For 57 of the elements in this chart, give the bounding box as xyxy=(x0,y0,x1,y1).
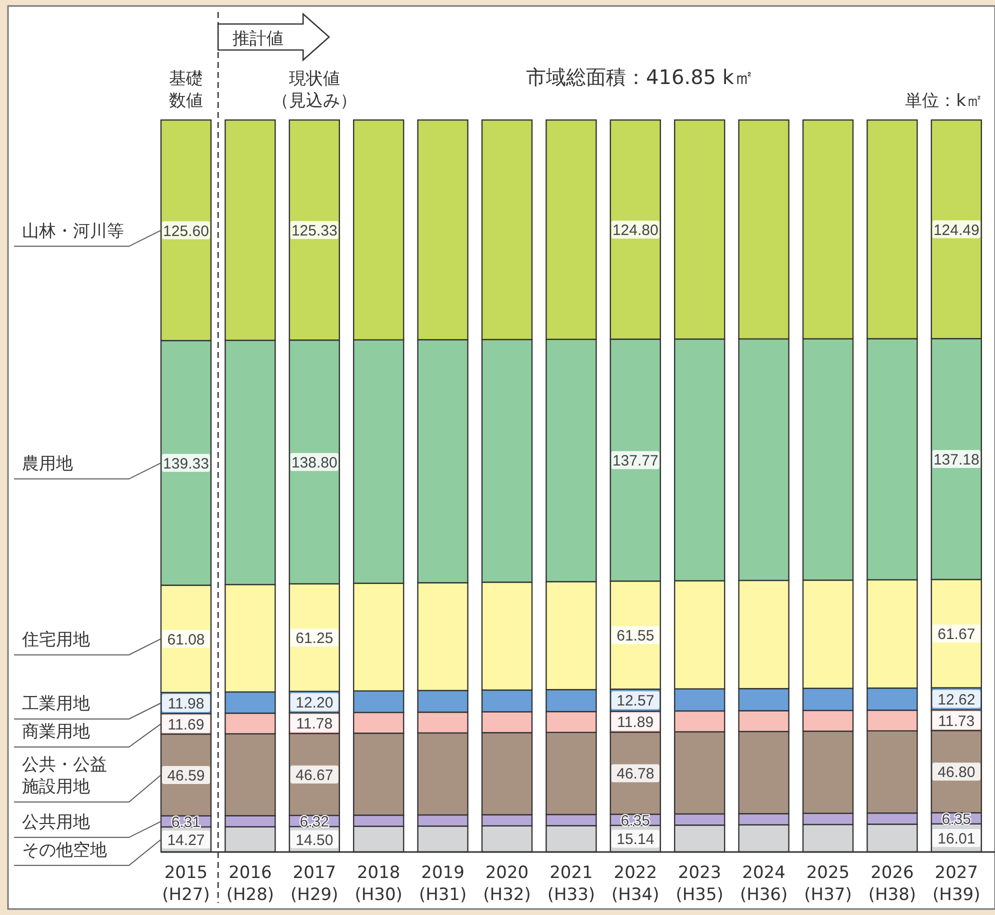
data-label: 61.08 xyxy=(167,631,205,648)
data-label: 6.31 xyxy=(171,814,201,831)
data-label: 15.14 xyxy=(616,831,654,848)
text: 単位：k㎡ xyxy=(905,91,983,111)
x-tick-label: 2022 (H34) xyxy=(612,863,660,905)
data-label: 12.57 xyxy=(616,692,654,710)
data-label: 12.62 xyxy=(938,691,976,708)
text: 山林・河川等 xyxy=(22,221,124,242)
x-tick-label: 2027 (H39) xyxy=(932,863,980,905)
data-label: 16.01 xyxy=(938,830,976,848)
data-label: 46.59 xyxy=(167,767,205,784)
text: 公共・公益施設用地 xyxy=(22,754,107,797)
data-label: 6.35 xyxy=(620,812,650,830)
data-label: 46.80 xyxy=(938,764,976,782)
x-tick-label: 2026 (H38) xyxy=(868,863,916,905)
data-label: 125.33 xyxy=(291,222,338,240)
data-label: 12.20 xyxy=(296,694,334,712)
data-label: 138.80 xyxy=(291,454,338,472)
x-tick-label: 2021 (H33) xyxy=(547,863,596,905)
text: 推計値 xyxy=(232,29,284,49)
x-tick-label: 2019 (H31) xyxy=(418,863,467,905)
x-tick-label: 2023 (H35) xyxy=(676,863,724,905)
x-tick-label: 2017 (H29) xyxy=(290,863,338,905)
x-tick-label: 2020 (H32) xyxy=(483,863,531,905)
data-label: 11.89 xyxy=(617,714,654,732)
data-label: 61.67 xyxy=(938,626,976,644)
data-label: 61.55 xyxy=(616,628,654,645)
data-label: 124.80 xyxy=(612,222,658,240)
data-label: 11.69 xyxy=(168,716,204,734)
data-label: 14.50 xyxy=(296,832,334,849)
data-label: 11.78 xyxy=(296,716,333,733)
chart-title: 市域総面積：416.85 k㎡ xyxy=(526,65,754,89)
x-tick-label: 2015 (H27) xyxy=(162,863,210,905)
data-label: 46.67 xyxy=(296,766,334,784)
text: 基礎数値 xyxy=(169,69,203,111)
x-tick-label: 2025 (H37) xyxy=(804,863,852,905)
data-label: 46.78 xyxy=(616,766,654,783)
text: 工業用地 xyxy=(22,694,90,714)
text: 住宅用地 xyxy=(22,630,90,650)
data-label: 139.33 xyxy=(163,455,209,472)
data-label: 125.60 xyxy=(163,222,209,240)
data-label: 137.77 xyxy=(612,452,658,470)
data-label: 6.35 xyxy=(942,810,971,828)
data-label: 137.18 xyxy=(933,452,980,469)
text: 農用地 xyxy=(22,454,73,474)
x-tick-label: 2016 (H28) xyxy=(226,863,274,905)
x-tick-label: 2024 (H36) xyxy=(740,863,788,905)
data-label: 11.98 xyxy=(168,696,204,712)
data-label: 61.25 xyxy=(296,630,334,648)
data-label: 124.49 xyxy=(933,222,980,239)
x-tick-label: 2018 (H30) xyxy=(354,863,402,905)
data-label: 14.27 xyxy=(167,832,205,849)
data-label: 11.73 xyxy=(938,712,975,730)
text: 商業用地 xyxy=(22,722,90,742)
text: 公共用地 xyxy=(22,812,90,832)
text: その他空地 xyxy=(22,840,107,860)
text: 現状値（見込み） xyxy=(272,69,357,111)
